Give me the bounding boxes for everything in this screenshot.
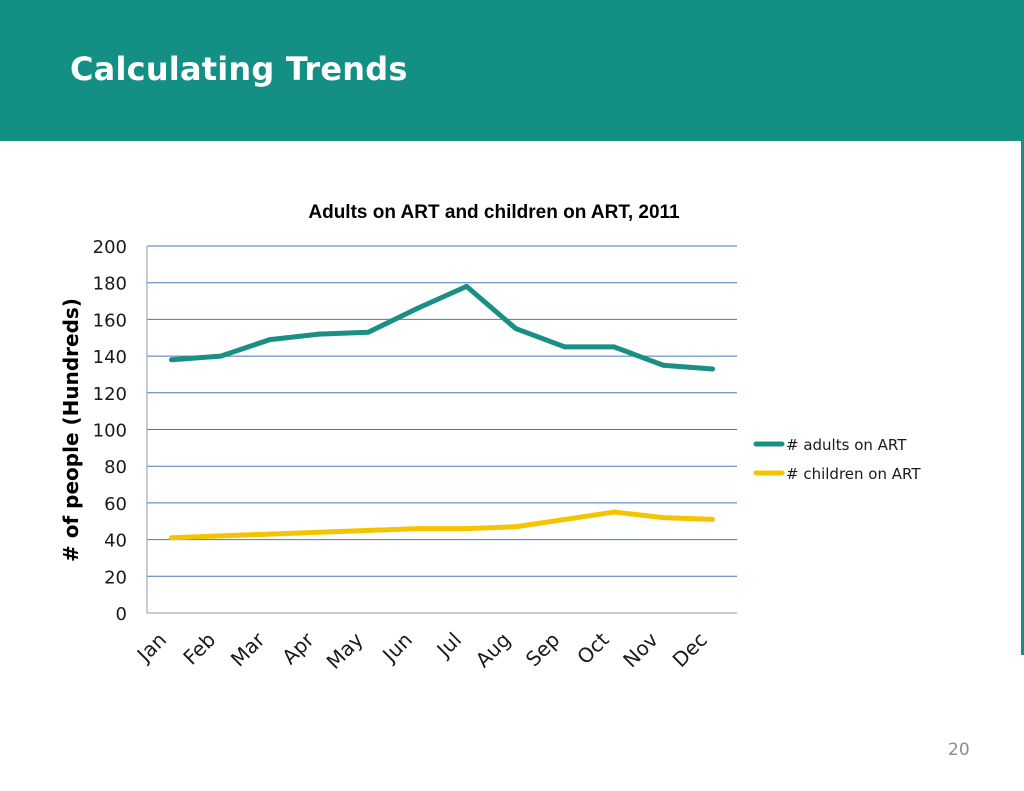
x-tick-label: Sep: [521, 628, 565, 672]
series-lines: [169, 283, 715, 541]
data-point: [414, 526, 420, 532]
y-tick-label: 160: [93, 310, 127, 331]
x-tick-label: May: [322, 627, 368, 673]
data-point: [709, 516, 715, 522]
data-point: [267, 337, 273, 343]
gridlines: [146, 245, 737, 614]
series-line: [169, 283, 715, 372]
slide-header: Calculating Trends: [0, 0, 1024, 141]
x-tick-label: Jan: [131, 628, 171, 668]
x-tick-label: Apr: [277, 627, 319, 669]
y-tick-label: 80: [104, 457, 127, 478]
legend-label: # children on ART: [786, 465, 921, 483]
slide-edge-accent: [1021, 141, 1024, 655]
data-point: [513, 524, 519, 530]
x-tick-label: Aug: [471, 628, 516, 673]
y-tick-label: 200: [93, 237, 127, 258]
data-point: [464, 526, 470, 532]
x-tick-label: Jul: [431, 628, 466, 663]
data-point: [316, 331, 322, 337]
data-point: [267, 531, 273, 537]
data-point: [562, 516, 568, 522]
y-tick-label: 100: [93, 421, 127, 442]
data-point: [218, 533, 224, 539]
page-number: 20: [948, 740, 970, 760]
data-point: [709, 366, 715, 372]
data-point: [169, 357, 175, 363]
y-tick-label: 60: [104, 494, 127, 515]
y-tick-label: 0: [116, 604, 127, 625]
data-point: [611, 509, 617, 515]
data-point: [660, 515, 666, 521]
x-tick-label: Dec: [668, 628, 712, 672]
data-point: [218, 353, 224, 359]
y-axis-label: # of people (Hundreds): [59, 298, 83, 562]
data-point: [316, 529, 322, 535]
series-line: [169, 509, 715, 541]
data-point: [169, 535, 175, 541]
data-point: [414, 305, 420, 311]
x-tick-label: Mar: [226, 627, 270, 671]
y-tick-label: 120: [93, 384, 127, 405]
x-tick-label: Jun: [376, 628, 416, 668]
data-point: [464, 283, 470, 289]
y-axis-ticks: 0 20 40 60 80 100 120 140 160 180 200: [93, 237, 127, 625]
x-tick-label: Nov: [618, 627, 663, 672]
chart-title: Adults on ART and children on ART, 2011: [308, 202, 680, 223]
legend-label: # adults on ART: [786, 436, 907, 454]
data-point: [365, 329, 371, 335]
y-tick-label: 140: [93, 347, 127, 368]
y-tick-label: 40: [104, 531, 127, 552]
x-tick-label: Oct: [572, 627, 614, 669]
slide-title: Calculating Trends: [70, 50, 408, 88]
data-point: [513, 326, 519, 332]
data-point: [562, 344, 568, 350]
data-point: [660, 362, 666, 368]
y-tick-label: 180: [93, 274, 127, 295]
legend: # adults on ART # children on ART: [753, 436, 921, 483]
data-point: [365, 527, 371, 533]
y-tick-label: 20: [104, 567, 127, 588]
x-tick-label: Feb: [178, 628, 220, 670]
x-axis-ticks: Jan Feb Mar Apr May Jun Jul Aug Sep Oct Nov Dec: [131, 627, 712, 674]
data-point: [611, 344, 617, 350]
